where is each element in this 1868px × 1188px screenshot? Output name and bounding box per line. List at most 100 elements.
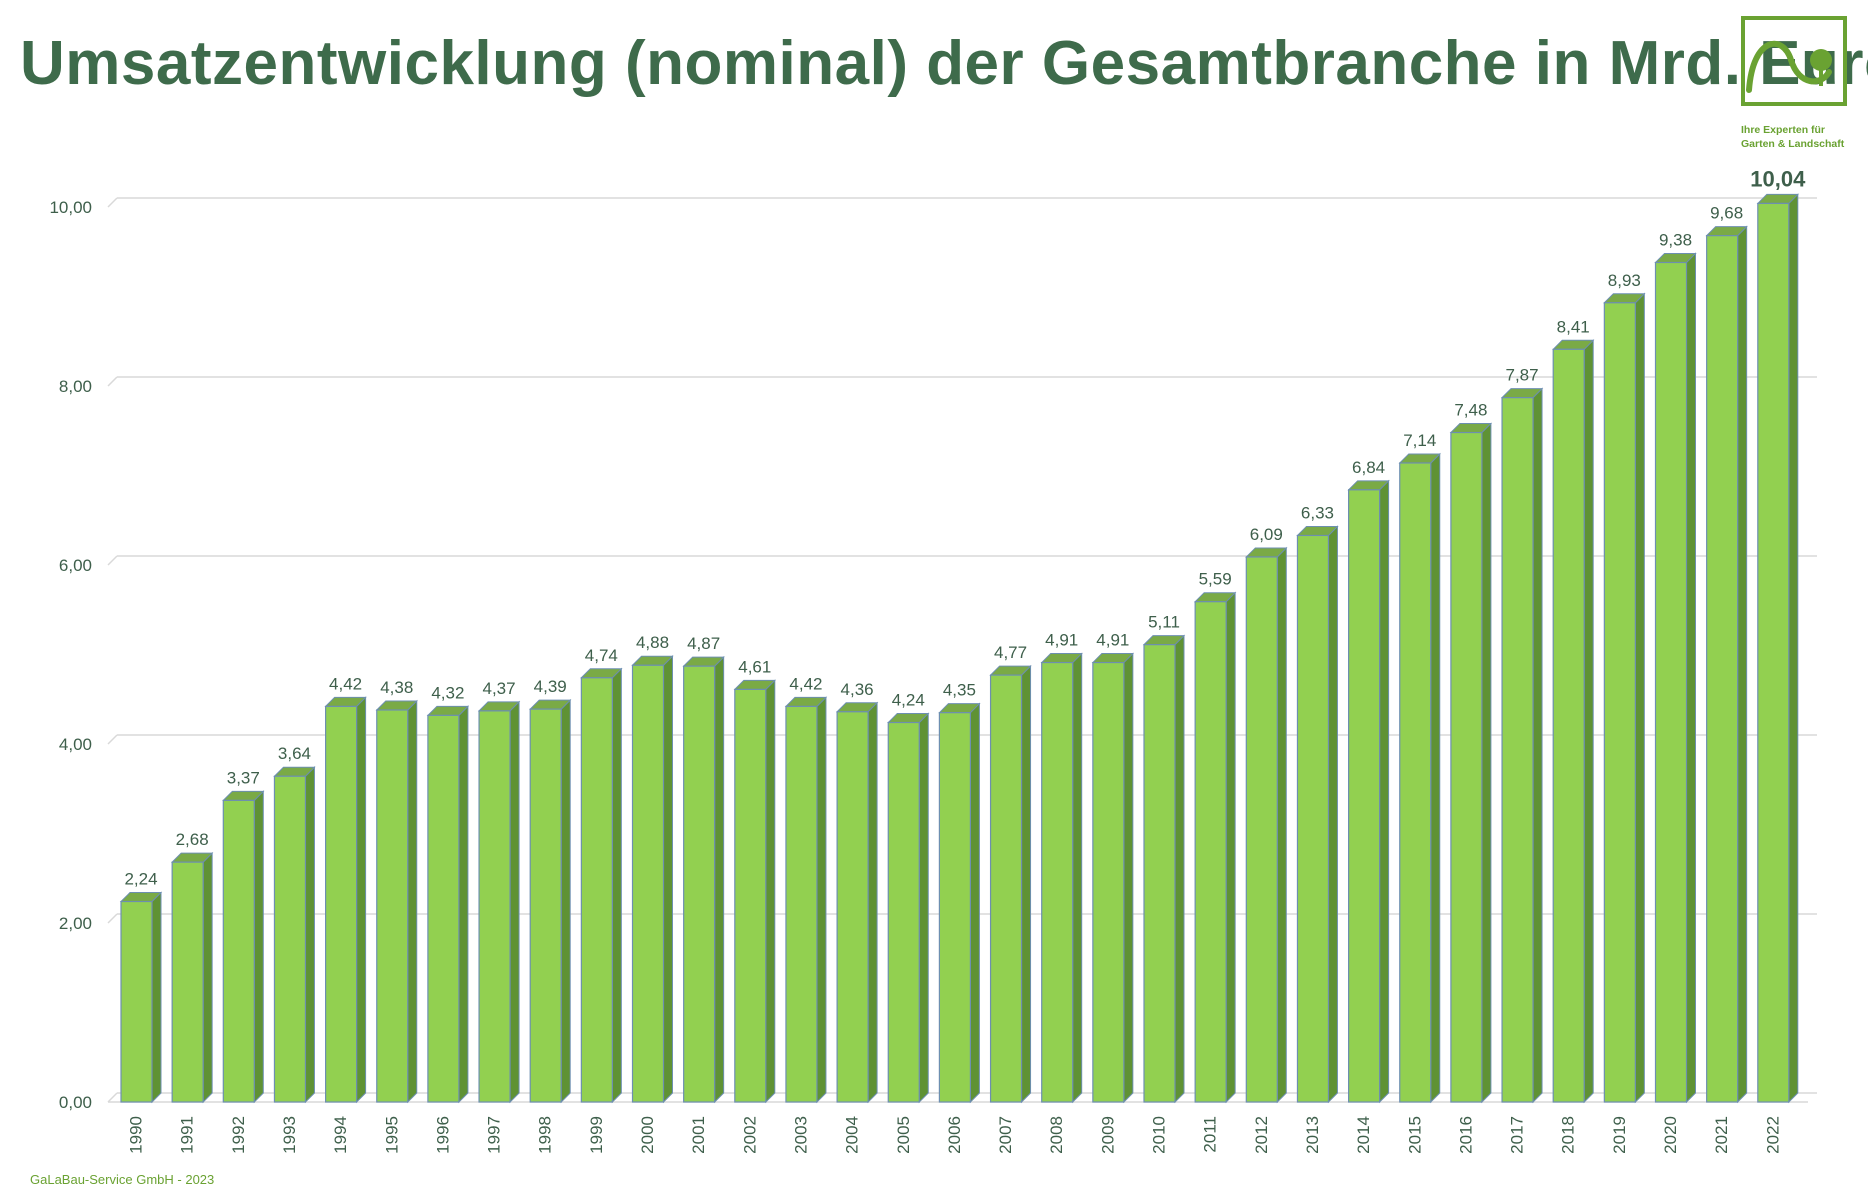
gridline-edge — [107, 913, 118, 924]
bar: 4,42 — [324, 674, 367, 1104]
bar-side — [611, 667, 622, 1104]
bar-side — [356, 696, 367, 1104]
bar-value-label: 4,39 — [534, 677, 567, 696]
bar-front — [325, 705, 358, 1103]
bar-side — [714, 655, 725, 1104]
bar-side — [1072, 652, 1083, 1104]
x-tick-label: 2008 — [1047, 1116, 1066, 1154]
y-tick-label: 10,00 — [49, 198, 92, 217]
bar-value-label: 8,93 — [1608, 271, 1641, 290]
bar-value-label: 6,33 — [1301, 503, 1334, 522]
bar-front — [631, 664, 665, 1103]
bar: 8,41 — [1551, 317, 1595, 1104]
bar-side — [1123, 652, 1134, 1104]
bar-value-label: 10,04 — [1750, 166, 1806, 191]
bar: 6,84 — [1347, 458, 1390, 1104]
bar: 9,68 — [1705, 204, 1748, 1104]
bar-front — [1757, 202, 1790, 1103]
bar-side — [1225, 591, 1236, 1104]
bar-side — [1532, 387, 1543, 1104]
y-tick-label: 6,00 — [59, 556, 92, 575]
bar-value-label: 8,41 — [1557, 317, 1590, 336]
bar-value-label: 2,68 — [176, 830, 209, 849]
bar-front — [1245, 556, 1278, 1103]
bar: 6,09 — [1245, 525, 1288, 1104]
y-tick-label: 8,00 — [59, 377, 92, 396]
bar-value-label: 4,42 — [789, 674, 822, 693]
bar: 5,11 — [1142, 613, 1186, 1104]
bar: 4,61 — [733, 657, 777, 1104]
x-tick-label: 2010 — [1150, 1116, 1169, 1154]
bars: 2,24 2,68 3,37 3,64 4,42 4,38 4,32 4,37 4,39 4,74… — [119, 166, 1806, 1104]
bar-front — [529, 708, 562, 1103]
bar-value-label: 7,14 — [1403, 431, 1436, 450]
bar: 2,68 — [170, 830, 214, 1104]
bar-front — [1092, 661, 1125, 1103]
bar-side — [1481, 422, 1492, 1104]
company-logo: Ihre Experten für Garten & Landschaft — [1741, 16, 1851, 156]
x-tick-label: 1996 — [433, 1116, 452, 1154]
bar: 8,93 — [1603, 271, 1646, 1104]
bar-side — [1583, 339, 1594, 1104]
x-tick-label: 1992 — [229, 1116, 248, 1154]
bar-front — [171, 861, 204, 1103]
x-tick-label: 2019 — [1610, 1116, 1629, 1154]
bar: 4,88 — [631, 633, 674, 1104]
bar-front — [427, 714, 460, 1103]
bar: 9,38 — [1654, 230, 1697, 1104]
bar-side — [1276, 546, 1287, 1104]
bar: 4,37 — [477, 679, 521, 1104]
chart-title: Umsatzentwicklung (nominal) der Gesamtbr… — [20, 29, 1868, 98]
bar-front — [1552, 348, 1585, 1103]
bar-side — [867, 701, 878, 1104]
bar-value-label: 4,32 — [431, 683, 464, 702]
bar: 3,64 — [273, 744, 316, 1104]
logo-tagline-1: Ihre Experten für — [1741, 124, 1826, 136]
bar: 4,91 — [1040, 631, 1083, 1104]
bar-front — [1450, 431, 1483, 1103]
bar-front — [1143, 644, 1176, 1103]
footer-credit: GaLaBau-Service GmbH - 2023 — [30, 1172, 215, 1187]
bar-value-label: 4,91 — [1045, 631, 1078, 650]
x-tick-label: 1995 — [382, 1116, 401, 1154]
bar: 4,32 — [426, 683, 470, 1104]
bar-side — [202, 851, 213, 1104]
bar-side — [1430, 452, 1441, 1104]
x-tick-label: 2016 — [1456, 1116, 1475, 1154]
bar: 7,14 — [1398, 431, 1441, 1104]
bar-value-label: 7,48 — [1454, 401, 1487, 420]
x-tick-label: 2003 — [791, 1116, 810, 1154]
bar-value-label: 5,59 — [1199, 570, 1232, 589]
x-tick-label: 2021 — [1712, 1116, 1731, 1154]
bar-value-label: 4,36 — [841, 680, 874, 699]
x-tick-label: 1993 — [280, 1116, 299, 1154]
bar-front — [1501, 397, 1534, 1103]
x-tick-label: 2022 — [1763, 1116, 1782, 1154]
x-tick-label: 1999 — [587, 1116, 606, 1154]
bar-side — [1737, 225, 1748, 1104]
bar-side — [816, 696, 827, 1104]
bar-side — [407, 699, 418, 1104]
x-tick-label: 2012 — [1252, 1116, 1271, 1154]
bar-value-label: 4,37 — [483, 679, 516, 698]
bar-value-label: 7,87 — [1506, 366, 1539, 385]
bar-front — [376, 709, 409, 1103]
bar-value-label: 5,11 — [1148, 613, 1180, 632]
bar-side — [663, 655, 673, 1104]
x-tick-label: 2018 — [1559, 1116, 1578, 1154]
y-tick-label: 0,00 — [59, 1093, 92, 1112]
bar: 7,48 — [1449, 401, 1493, 1104]
x-tick-label: 2000 — [638, 1116, 657, 1154]
bar-front — [120, 900, 153, 1103]
bar-side — [151, 891, 162, 1104]
x-tick-label: 2017 — [1508, 1116, 1527, 1154]
x-axis: 1990 1991 1992 1993 1994 1995 1996 1997 1998 1999… — [127, 1116, 1783, 1154]
bar-side — [1327, 525, 1338, 1104]
bar: 2,24 — [119, 870, 163, 1104]
x-tick-label: 2002 — [740, 1116, 759, 1154]
bar: 5,59 — [1193, 570, 1237, 1104]
bar-side — [1634, 292, 1645, 1104]
bar-front — [1603, 302, 1636, 1103]
bar-side — [969, 702, 980, 1104]
x-tick-label: 2007 — [996, 1116, 1015, 1154]
